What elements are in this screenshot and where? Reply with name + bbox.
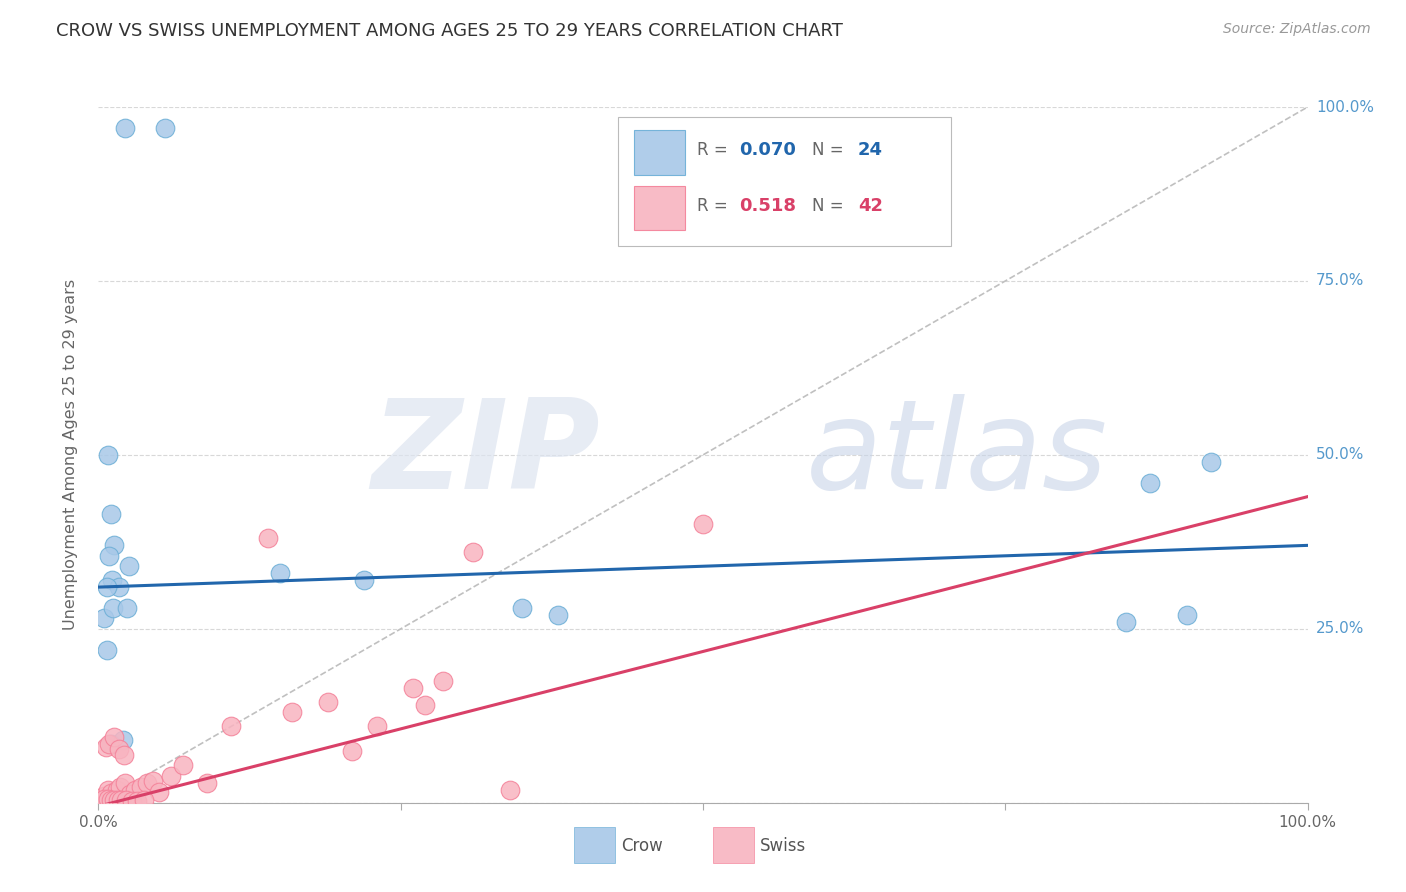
Point	[510, 601, 533, 615]
Point	[100, 737, 122, 751]
Text: R =: R =	[697, 197, 733, 215]
Text: Crow: Crow	[621, 837, 662, 855]
Point	[108, 741, 131, 756]
FancyBboxPatch shape	[574, 827, 614, 863]
Text: R =: R =	[697, 141, 733, 159]
Point	[256, 532, 278, 546]
Point	[93, 611, 115, 625]
Point	[366, 719, 388, 733]
Point	[463, 545, 485, 559]
Point	[97, 783, 120, 797]
Point	[127, 794, 149, 808]
FancyBboxPatch shape	[634, 186, 685, 230]
Y-axis label: Unemployment Among Ages 25 to 29 years: Unemployment Among Ages 25 to 29 years	[63, 279, 77, 631]
Text: CROW VS SWISS UNEMPLOYMENT AMONG AGES 25 TO 29 YEARS CORRELATION CHART: CROW VS SWISS UNEMPLOYMENT AMONG AGES 25…	[56, 22, 844, 40]
Text: Source: ZipAtlas.com: Source: ZipAtlas.com	[1223, 22, 1371, 37]
Point	[93, 792, 115, 806]
Point	[97, 792, 120, 806]
Point	[547, 607, 569, 622]
Point	[114, 120, 136, 135]
Point	[153, 120, 176, 135]
Point	[103, 538, 125, 552]
Point	[115, 793, 138, 807]
Text: N =: N =	[811, 141, 849, 159]
Point	[129, 780, 152, 795]
Point	[98, 737, 121, 751]
Point	[195, 776, 218, 790]
Point	[103, 793, 125, 807]
Text: 24: 24	[858, 141, 883, 159]
Point	[142, 773, 165, 788]
Point	[281, 706, 304, 720]
Point	[96, 580, 118, 594]
Point	[1175, 607, 1198, 622]
Point	[1115, 615, 1137, 629]
Point	[160, 769, 183, 783]
Point	[172, 757, 194, 772]
Point	[124, 783, 146, 797]
FancyBboxPatch shape	[619, 118, 950, 246]
Point	[221, 719, 243, 733]
Point	[118, 787, 141, 801]
Text: N =: N =	[811, 197, 849, 215]
Point	[114, 776, 136, 790]
Point	[121, 794, 143, 808]
Text: 50.0%: 50.0%	[1316, 448, 1364, 462]
Text: 100.0%: 100.0%	[1316, 100, 1374, 114]
Point	[97, 448, 120, 462]
Text: 75.0%: 75.0%	[1316, 274, 1364, 288]
Text: 0.070: 0.070	[740, 141, 796, 159]
Point	[432, 674, 454, 689]
Text: ZIP: ZIP	[371, 394, 600, 516]
FancyBboxPatch shape	[713, 827, 754, 863]
Text: 0.518: 0.518	[740, 197, 796, 215]
Point	[692, 517, 714, 532]
Point	[117, 601, 139, 615]
Point	[498, 783, 520, 797]
Point	[342, 744, 364, 758]
Point	[98, 549, 121, 563]
Point	[316, 695, 339, 709]
Text: 42: 42	[858, 197, 883, 215]
Text: Swiss: Swiss	[759, 837, 806, 855]
Point	[118, 559, 141, 574]
Text: atlas: atlas	[806, 394, 1108, 516]
FancyBboxPatch shape	[634, 130, 685, 175]
Point	[100, 786, 122, 800]
Point	[269, 566, 291, 581]
Point	[103, 730, 125, 744]
Point	[94, 740, 117, 755]
Point	[100, 507, 122, 521]
Point	[110, 793, 132, 807]
Point	[353, 573, 375, 587]
Point	[1139, 475, 1161, 490]
Point	[402, 681, 425, 695]
Point	[134, 793, 156, 807]
Point	[101, 601, 124, 615]
Point	[100, 793, 122, 807]
Point	[1199, 455, 1222, 469]
Text: 25.0%: 25.0%	[1316, 622, 1364, 636]
Point	[413, 698, 436, 713]
Point	[105, 783, 128, 797]
Point	[112, 748, 135, 763]
Point	[111, 733, 134, 747]
Point	[107, 793, 129, 807]
Point	[108, 780, 131, 795]
Point	[100, 573, 122, 587]
Point	[93, 789, 115, 803]
Point	[96, 642, 118, 657]
Point	[135, 776, 157, 790]
Point	[148, 785, 170, 799]
Point	[108, 580, 131, 594]
